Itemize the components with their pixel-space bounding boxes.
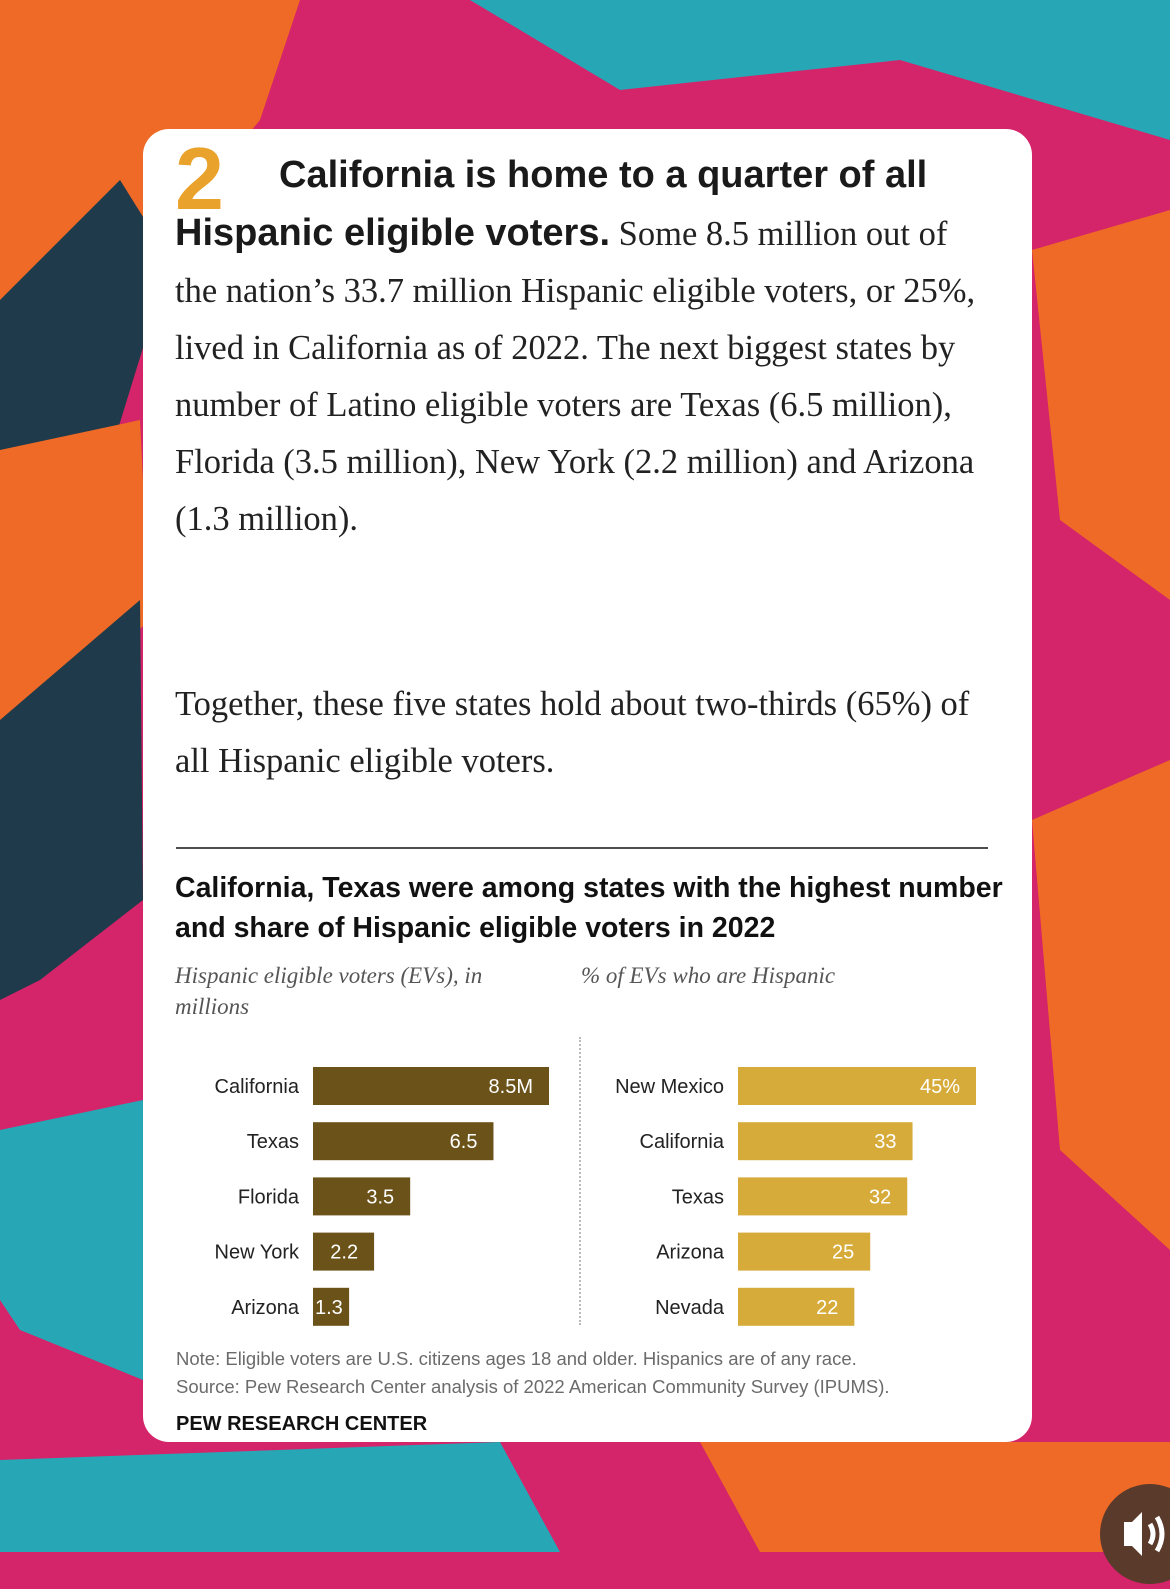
right-category-label: Arizona <box>656 1242 725 1264</box>
left-value-label: 8.5M <box>489 1076 533 1098</box>
second-paragraph: Together, these five states hold about t… <box>175 685 970 780</box>
right-category-label: New Mexico <box>615 1076 724 1098</box>
headline: California is home to a quarter of all H… <box>175 154 928 254</box>
chart-divider <box>579 1037 581 1325</box>
right-bar <box>738 1287 855 1326</box>
right-value-label: 22 <box>816 1297 838 1319</box>
item-number: 2 <box>175 129 224 228</box>
right-value-label: 33 <box>874 1131 896 1153</box>
right-category-label: California <box>640 1131 725 1153</box>
left-category-label: Arizona <box>231 1297 300 1319</box>
left-value-label: 6.5 <box>450 1131 478 1153</box>
left-value-label: 1.3 <box>315 1297 343 1319</box>
right-bar <box>738 1232 871 1271</box>
chart-top-rule <box>176 847 988 849</box>
right-bar <box>738 1177 908 1216</box>
lead-paragraph: California is home to a quarter of all H… <box>175 147 995 548</box>
content-card: 2 California is home to a quarter of all… <box>143 129 1032 1442</box>
note-text: Note: Eligible voters are U.S. citizens … <box>176 1348 857 1369</box>
speaker-icon <box>1124 1512 1165 1556</box>
left-chart-subtitle: Hispanic eligible voters (EVs), in milli… <box>175 963 483 1019</box>
left-category-label: Texas <box>247 1131 299 1153</box>
source-text: Source: Pew Research Center analysis of … <box>176 1376 890 1397</box>
org-name: PEW RESEARCH CENTER <box>176 1413 428 1435</box>
left-bar <box>313 1287 350 1326</box>
right-value-label: 25 <box>832 1242 854 1264</box>
chart-footnote: Note: Eligible voters are U.S. citizens … <box>176 1345 1006 1401</box>
left-bar <box>313 1122 494 1161</box>
right-category-label: Texas <box>672 1186 724 1208</box>
left-value-label: 3.5 <box>366 1186 394 1208</box>
right-bar <box>738 1122 913 1161</box>
right-chart-subtitle: % of EVs who are Hispanic <box>581 963 836 988</box>
left-category-label: New York <box>215 1242 300 1264</box>
sound-button[interactable] <box>1100 1484 1170 1584</box>
right-value-label: 32 <box>869 1186 891 1208</box>
lead-body: Some 8.5 million out of the nation’s 33.… <box>175 215 976 538</box>
chart-title: California, Texas were among states with… <box>175 872 1003 944</box>
right-bar <box>738 1067 976 1105</box>
left-category-label: Florida <box>238 1186 300 1208</box>
left-bar <box>313 1067 549 1105</box>
left-category-label: California <box>215 1076 300 1098</box>
bar-charts: California 8.5M Texas 6.5 Florida 3.5 New York… <box>215 1067 976 1326</box>
left-bar <box>313 1232 375 1271</box>
left-bar <box>313 1177 411 1216</box>
right-category-label: Nevada <box>655 1297 725 1319</box>
left-value-label: 2.2 <box>330 1242 358 1264</box>
right-value-label: 45% <box>920 1076 960 1098</box>
